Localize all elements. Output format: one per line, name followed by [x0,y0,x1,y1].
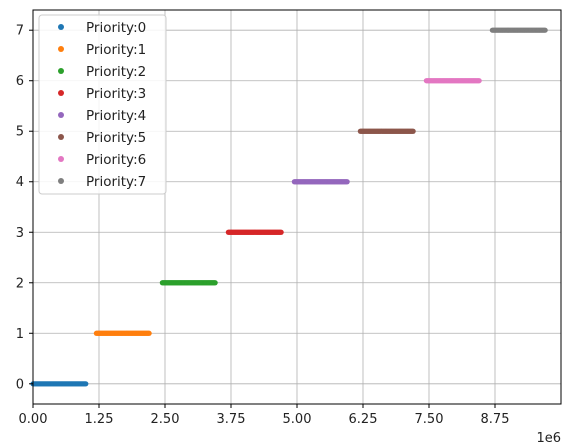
legend-label: Priority:3 [86,86,146,102]
data-point [344,179,350,185]
legend-label: Priority:0 [86,20,146,36]
legend-marker [58,178,64,184]
series-priority-3 [225,229,284,235]
legend-item: Priority:1 [58,42,146,58]
x-tick-label: 7.50 [415,412,444,427]
legend-item: Priority:5 [58,130,146,146]
legend-label: Priority:7 [86,174,146,190]
legend-label: Priority:4 [86,108,146,124]
legend-label: Priority:5 [86,130,146,146]
x-tick-label: 3.75 [217,412,246,427]
legend-marker [58,90,64,96]
legend-label: Priority:6 [86,152,146,168]
legend-item: Priority:3 [58,86,146,102]
series-priority-7 [489,27,548,33]
legend-item: Priority:2 [58,64,146,80]
y-tick-label: 5 [16,125,24,140]
data-point [278,229,284,235]
data-point [410,128,416,134]
legend-item: Priority:6 [58,152,146,168]
data-point [146,330,152,336]
series-priority-4 [291,179,350,185]
x-tick-label: 0.00 [19,412,48,427]
x-tick-label: 8.75 [481,412,510,427]
x-tick-label: 1.25 [85,412,114,427]
legend-marker [58,46,64,52]
y-tick-label: 0 [16,377,24,392]
y-tick-label: 4 [16,175,24,190]
legend-item: Priority:7 [58,174,146,190]
series-priority-6 [423,78,482,84]
x-tick-label: 5.00 [283,412,312,427]
y-axis-ticks: 0 1 2 3 4 5 6 7 [16,24,33,392]
series-priority-5 [357,128,416,134]
data-point [542,27,548,33]
data-point [212,280,218,286]
y-tick-label: 2 [16,276,24,291]
legend-marker [58,134,64,140]
series-priority-1 [93,330,152,336]
series-priority-0 [30,381,89,387]
data-point [83,381,89,387]
y-tick-label: 6 [16,74,24,89]
legend-marker [58,68,64,74]
legend-box [38,14,167,195]
x-tick-label: 6.25 [349,412,378,427]
legend-marker [58,156,64,162]
legend-item: Priority:0 [58,20,146,36]
legend-label: Priority:1 [86,42,146,58]
legend-marker [58,24,64,30]
legend-marker [58,112,64,118]
x-axis-ticks: 0.00 1.25 2.50 3.75 5.00 6.25 7.50 8.75 [19,404,510,427]
y-tick-label: 7 [16,24,24,39]
y-tick-label: 3 [16,226,24,241]
data-point [476,78,482,84]
legend-item: Priority:4 [58,108,146,124]
series-priority-2 [159,280,218,286]
y-tick-label: 1 [16,327,24,342]
legend: Priority:0 Priority:1 Priority:2 Priority:3… [38,14,167,195]
legend-label: Priority:2 [86,64,146,80]
x-axis-scale-label: 1e6 [536,431,561,446]
x-tick-label: 2.50 [151,412,180,427]
